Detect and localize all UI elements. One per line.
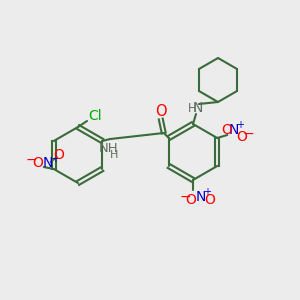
Text: +: +: [236, 120, 244, 130]
Text: N: N: [229, 123, 239, 137]
Text: O: O: [221, 123, 232, 137]
Text: −: −: [242, 127, 254, 141]
Text: N: N: [43, 156, 53, 170]
Text: −: −: [179, 190, 191, 204]
Text: O: O: [236, 130, 247, 144]
Text: O: O: [32, 156, 43, 170]
Text: O: O: [155, 104, 167, 119]
Text: N: N: [196, 190, 206, 204]
Text: −: −: [26, 153, 38, 167]
Text: O: O: [53, 148, 64, 162]
Text: +: +: [51, 154, 59, 164]
Text: H: H: [188, 101, 196, 115]
Text: N: N: [193, 101, 203, 115]
Text: +: +: [203, 187, 211, 197]
Text: H: H: [110, 150, 118, 160]
Text: NH: NH: [98, 142, 118, 154]
Text: O: O: [186, 193, 196, 207]
Text: Cl: Cl: [88, 109, 102, 123]
Text: O: O: [205, 193, 215, 207]
